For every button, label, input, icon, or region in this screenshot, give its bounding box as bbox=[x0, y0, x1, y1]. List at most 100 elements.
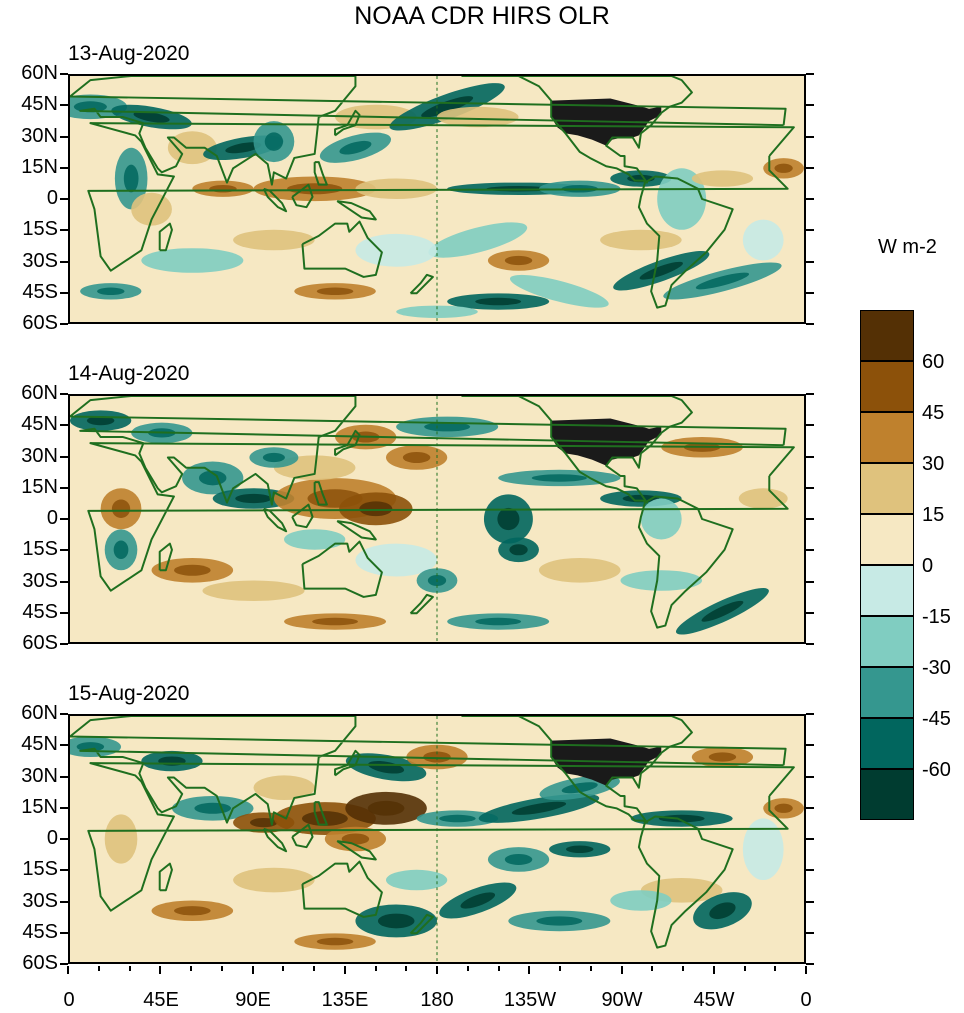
panel-1-date: 13-Aug-2020 bbox=[68, 42, 190, 65]
panel-1-map bbox=[68, 74, 806, 324]
coastline bbox=[262, 827, 288, 853]
lat-tick bbox=[60, 549, 68, 552]
lat-tick bbox=[806, 229, 814, 232]
lat-tick bbox=[806, 963, 814, 965]
olr-anomaly-region bbox=[600, 229, 682, 251]
coastline bbox=[313, 481, 328, 506]
lon-tick bbox=[159, 966, 162, 974]
olr-anomaly-core bbox=[424, 422, 471, 432]
coastline bbox=[336, 520, 377, 541]
lat-label: 60N bbox=[21, 382, 58, 404]
lat-label: 30S bbox=[22, 569, 58, 592]
olr-anomaly-region bbox=[253, 775, 315, 801]
olr-anomaly-core bbox=[113, 540, 129, 560]
colorbar-units: W m-2 bbox=[878, 236, 937, 258]
coastline bbox=[87, 762, 795, 912]
olr-anomaly-core bbox=[497, 507, 520, 531]
olr-anomaly-region bbox=[284, 529, 346, 550]
lat-tick bbox=[806, 931, 814, 934]
coastline bbox=[409, 273, 434, 295]
olr-anomaly-region bbox=[428, 222, 528, 258]
olr-anomaly-core bbox=[709, 902, 736, 920]
lat-tick bbox=[60, 198, 68, 200]
olr-anomaly-region bbox=[742, 818, 784, 881]
lon-tick bbox=[251, 966, 254, 974]
lon-tick bbox=[97, 966, 100, 971]
coastline bbox=[461, 396, 693, 504]
colorbar bbox=[860, 310, 914, 822]
lon-label-180: 180 bbox=[420, 989, 454, 1011]
coastline bbox=[461, 716, 693, 824]
panel-2-map bbox=[68, 394, 806, 644]
lon-label-90e: 90E bbox=[235, 989, 271, 1011]
lon-label-135w: 135W bbox=[503, 989, 557, 1011]
lat-label: 60S bbox=[22, 632, 58, 654]
lon-label-45w: 45W bbox=[693, 989, 735, 1011]
olr-anomaly-core bbox=[774, 803, 793, 813]
olr-anomaly-core bbox=[76, 742, 105, 752]
coastline bbox=[301, 540, 383, 598]
coastline bbox=[637, 495, 734, 629]
olr-anomaly-region bbox=[610, 890, 672, 911]
coastline bbox=[301, 220, 383, 278]
olr-anomaly-core bbox=[695, 272, 750, 290]
lon-tick bbox=[589, 966, 592, 971]
olr-anomaly-core bbox=[708, 752, 737, 762]
lat-tick bbox=[806, 291, 814, 294]
lat-tick bbox=[806, 166, 814, 169]
lat-label: 45S bbox=[22, 280, 58, 303]
lat-tick bbox=[60, 806, 68, 809]
panel-3-date: 15-Aug-2020 bbox=[68, 682, 190, 705]
olr-anomaly-region bbox=[538, 557, 621, 583]
lat-tick bbox=[60, 393, 68, 395]
coastline bbox=[70, 76, 787, 186]
olr-anomaly-region bbox=[355, 178, 437, 199]
olr-anomaly-core bbox=[316, 937, 354, 946]
olr-anomaly-region bbox=[620, 570, 703, 591]
coastline bbox=[262, 507, 288, 533]
olr-anomaly-core bbox=[531, 474, 587, 482]
olr-anomaly-region bbox=[233, 229, 315, 251]
lon-tick bbox=[466, 966, 469, 971]
coastline bbox=[461, 76, 693, 184]
lat-tick bbox=[60, 486, 68, 489]
lat-tick bbox=[806, 611, 814, 614]
lon-tick bbox=[682, 966, 684, 971]
lat-tick bbox=[60, 900, 68, 903]
olr-anomaly-core bbox=[439, 814, 476, 823]
olr-anomaly-region bbox=[355, 233, 437, 267]
lat-tick bbox=[806, 455, 814, 458]
lat-tick bbox=[806, 744, 814, 747]
coastline bbox=[70, 716, 787, 826]
lat-tick bbox=[60, 455, 68, 458]
lon-label-135e: 135E bbox=[321, 989, 369, 1011]
olr-anomaly-region bbox=[233, 867, 315, 893]
lat-label: 30S bbox=[22, 889, 58, 912]
olr-anomaly-region bbox=[691, 170, 754, 187]
lat-tick bbox=[60, 869, 68, 872]
colorbar-box bbox=[860, 310, 914, 361]
olr-anomaly-core bbox=[423, 751, 451, 763]
lat-tick bbox=[60, 166, 68, 169]
olr-anomaly-core bbox=[460, 892, 496, 909]
olr-anomaly-core bbox=[565, 845, 594, 853]
olr-anomaly-core bbox=[262, 452, 285, 463]
olr-anomaly-core bbox=[133, 111, 170, 123]
lon-tick bbox=[220, 966, 223, 971]
coastline bbox=[158, 222, 173, 252]
lat-tick bbox=[806, 806, 814, 809]
colorbar-label: -15 bbox=[922, 606, 951, 628]
lat-label: 15S bbox=[22, 218, 58, 241]
coastline bbox=[70, 396, 787, 506]
olr-anomaly-core bbox=[421, 96, 474, 118]
colorbar-label: 15 bbox=[922, 504, 945, 526]
colorbar-label: -60 bbox=[922, 759, 951, 781]
colorbar-label: 0 bbox=[922, 555, 934, 577]
lon-label-0-end: 0 bbox=[800, 989, 812, 1011]
lat-tick bbox=[60, 135, 68, 138]
olr-anomaly-core bbox=[86, 415, 115, 426]
olr-anomaly-region bbox=[640, 498, 682, 540]
lat-label: 45N bbox=[21, 93, 58, 116]
lon-tick bbox=[651, 966, 654, 971]
coastline bbox=[334, 109, 361, 137]
